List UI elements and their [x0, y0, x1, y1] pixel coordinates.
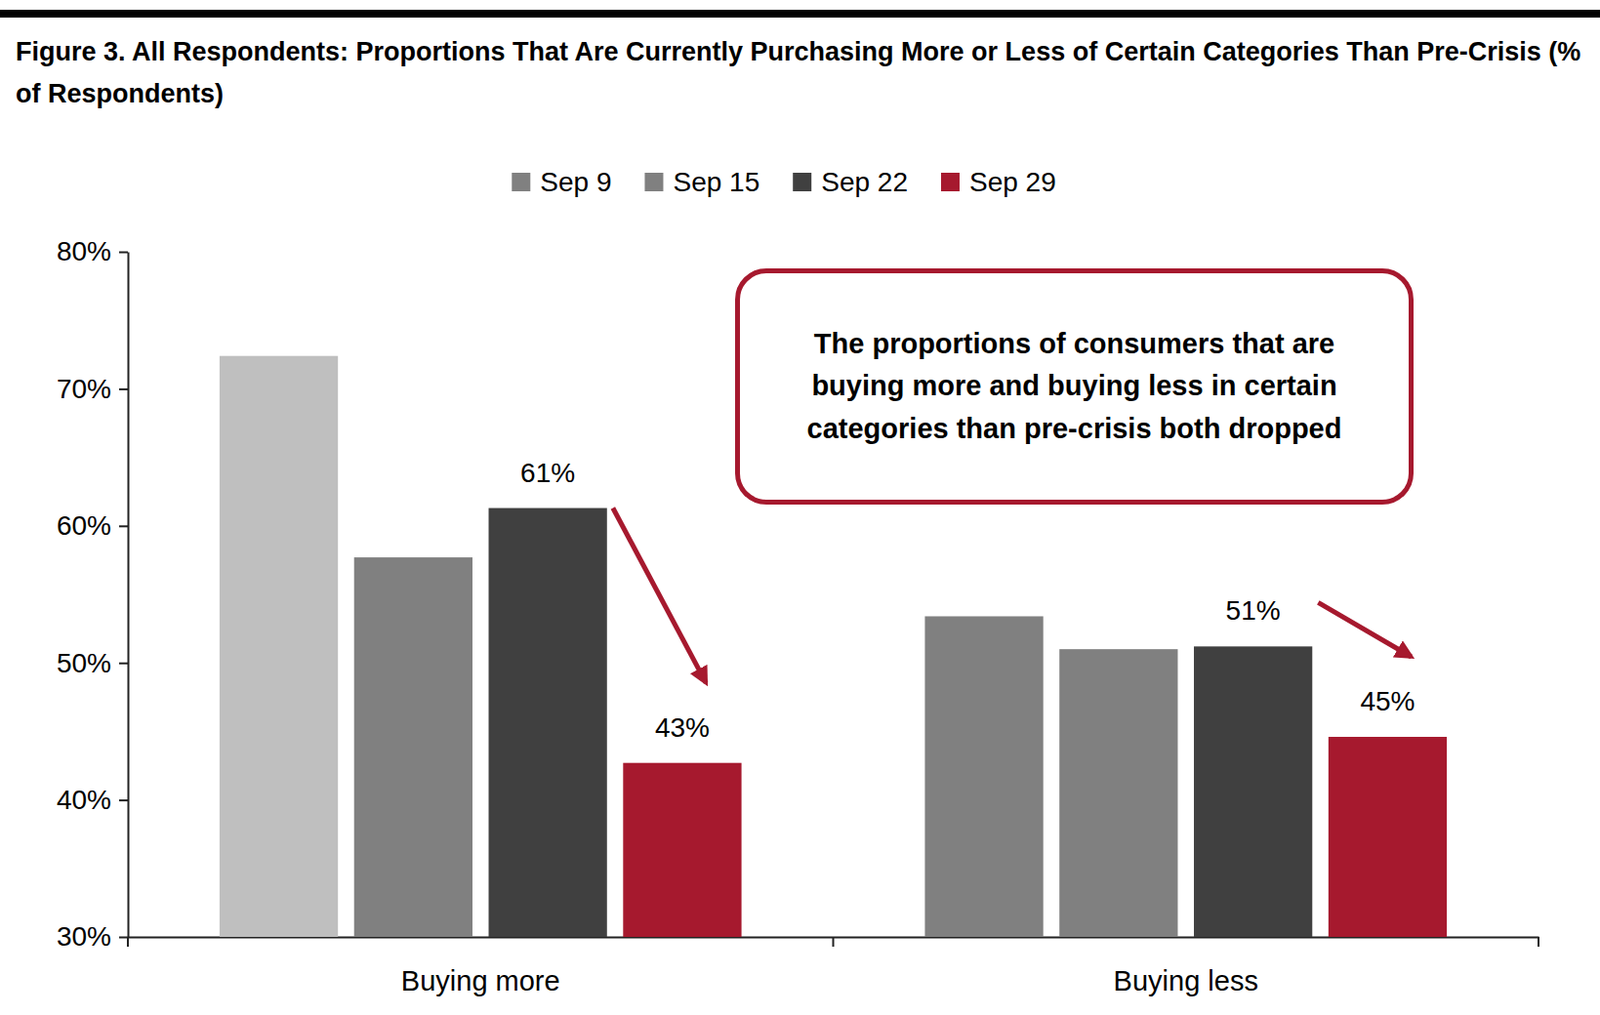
legend-label: Sep 15 [672, 166, 760, 198]
chart: 30% 40% 50% 60% 70% 80% Buying more Buying less… [0, 0, 1600, 1015]
legend-label: Sep 29 [969, 166, 1057, 198]
y-tick: 80% [56, 236, 128, 267]
y-tick-mark [119, 388, 128, 391]
x-tick-label: Buying more [401, 965, 561, 997]
legend-item: Sep 22 [792, 166, 908, 198]
x-tick-label: Buying less [1113, 965, 1259, 997]
arrows [613, 508, 1412, 684]
y-axis-line [127, 252, 130, 939]
y-tick-label: 40% [56, 784, 112, 816]
annotation-box: The proportions of consumers that are bu… [735, 268, 1414, 505]
arrow [1317, 602, 1411, 657]
bar [219, 356, 338, 938]
y-tick-mark [119, 525, 128, 528]
legend-item: Sep 15 [644, 166, 760, 198]
data-label: 61% [520, 457, 575, 489]
y-tick-mark [119, 662, 128, 665]
x-axis: Buying more Buying less [128, 937, 1540, 997]
x-boundary-tick [1537, 937, 1540, 947]
y-tick: 60% [56, 510, 128, 541]
bar [622, 763, 741, 938]
y-tick: 30% [56, 921, 128, 952]
legend-swatch [511, 172, 531, 192]
bar [1059, 649, 1178, 938]
legend: Sep 9 Sep 15 Sep 22 Sep 29 [511, 166, 1056, 198]
x-boundary-tick [126, 937, 129, 947]
legend-swatch [644, 172, 663, 192]
legend-label: Sep 22 [820, 166, 908, 198]
arrow [613, 508, 706, 684]
top-rule [0, 9, 1600, 18]
legend-swatch [792, 172, 812, 192]
bar [354, 557, 473, 938]
y-tick: 40% [56, 784, 128, 816]
x-boundary-tick [832, 937, 835, 947]
legend-label: Sep 9 [539, 166, 612, 198]
data-label: 43% [655, 712, 710, 743]
x-tick: Buying less [1113, 937, 1259, 997]
title: Figure 3. All Respondents: Proportions T… [15, 31, 1588, 116]
y-tick-mark [119, 251, 128, 254]
y-tick-label: 80% [56, 236, 112, 267]
legend-item: Sep 29 [941, 166, 1057, 198]
x-tick: Buying more [401, 937, 561, 997]
y-axis: 30% 40% 50% 60% 70% 80% [56, 236, 129, 952]
y-tick: 70% [56, 373, 128, 405]
bar [1193, 646, 1313, 938]
y-tick-mark [119, 799, 128, 802]
annotation: The proportions of consumers that are bu… [739, 323, 1409, 452]
y-tick-label: 60% [56, 510, 112, 541]
legend-item: Sep 9 [511, 166, 612, 198]
x-boundary-ticks [127, 937, 1539, 947]
y-tick-label: 70% [56, 373, 112, 405]
y-tick: 50% [56, 648, 128, 679]
y-tick-label: 50% [56, 648, 112, 679]
data-label: 45% [1359, 686, 1415, 717]
legend-swatch [941, 172, 960, 192]
data-label: 51% [1226, 595, 1281, 626]
bar [924, 615, 1043, 938]
bar [1328, 737, 1447, 938]
y-tick-mark [119, 937, 128, 940]
bar [489, 508, 608, 938]
y-tick-label: 30% [56, 921, 112, 952]
